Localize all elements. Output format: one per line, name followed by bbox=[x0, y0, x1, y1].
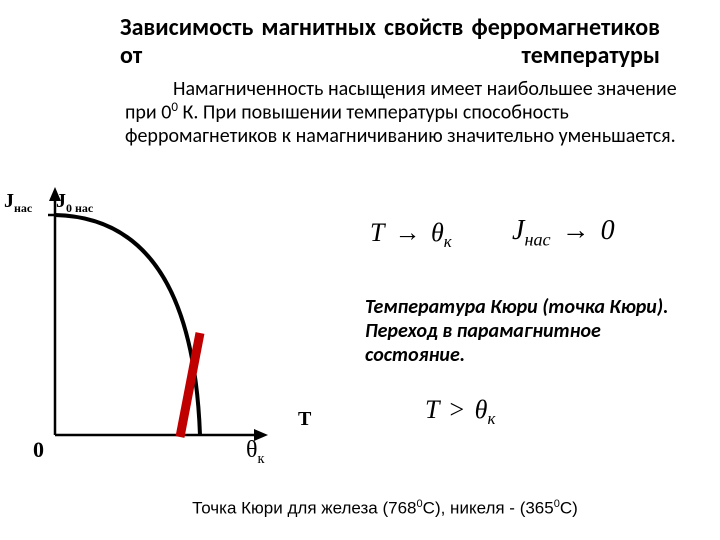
label-T-axis: T bbox=[298, 408, 311, 431]
label-origin: 0 bbox=[33, 437, 44, 463]
saturation-curve bbox=[55, 215, 200, 435]
label-theta-k: θк bbox=[246, 437, 265, 468]
paragraph: Намагниченность насыщения имеет наибольш… bbox=[125, 78, 680, 148]
slide: Зависимость магнитных свойств ферромагне… bbox=[0, 0, 720, 540]
formula-T-to-theta: T → θк bbox=[370, 218, 452, 252]
footer-curie-values: Точка Кюри для железа (7680С), никеля - … bbox=[80, 498, 690, 519]
formula-Jnas-to-0: Jнас → 0 bbox=[512, 215, 615, 251]
label-Jnas: Jнас bbox=[4, 190, 32, 216]
saturation-curve-graph bbox=[0, 185, 330, 475]
formula-T-gt-theta: T > θк bbox=[425, 395, 495, 429]
curie-definition: Температура Кюри (точка Кюри). Переход в… bbox=[365, 295, 695, 367]
label-J0nas: J0 нас bbox=[56, 190, 93, 216]
slide-title: Зависимость магнитных свойств ферромагне… bbox=[120, 14, 660, 69]
